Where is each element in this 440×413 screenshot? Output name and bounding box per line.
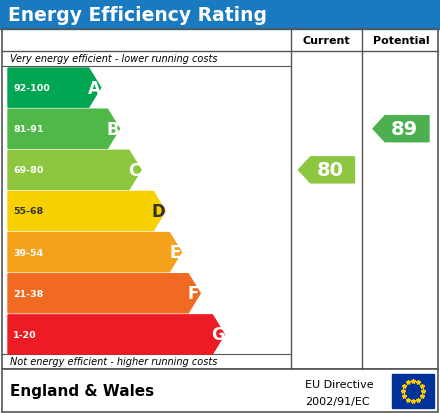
Text: 92-100: 92-100 <box>13 84 50 93</box>
Text: B: B <box>106 121 119 138</box>
Text: G: G <box>211 325 225 344</box>
Text: 55-68: 55-68 <box>13 207 43 216</box>
Text: 39-54: 39-54 <box>13 248 43 257</box>
Polygon shape <box>8 274 200 313</box>
Text: 1-20: 1-20 <box>13 330 37 339</box>
Text: Current: Current <box>303 36 350 46</box>
Polygon shape <box>8 110 120 149</box>
Text: C: C <box>128 161 140 179</box>
Bar <box>2 369 438 412</box>
Text: D: D <box>152 202 165 221</box>
Text: 81-91: 81-91 <box>13 125 44 134</box>
Text: 21-38: 21-38 <box>13 289 44 298</box>
Text: Very energy efficient - lower running costs: Very energy efficient - lower running co… <box>10 55 217 64</box>
Polygon shape <box>8 192 165 231</box>
Text: E: E <box>169 244 180 261</box>
Text: EU Directive: EU Directive <box>305 380 374 389</box>
Text: Potential: Potential <box>373 36 429 46</box>
Text: 2002/91/EC: 2002/91/EC <box>305 396 370 406</box>
Text: 69-80: 69-80 <box>13 166 44 175</box>
Polygon shape <box>298 157 355 183</box>
Polygon shape <box>8 69 101 108</box>
Polygon shape <box>8 315 224 354</box>
Polygon shape <box>373 116 429 142</box>
Bar <box>2 30 438 369</box>
Text: England & Wales: England & Wales <box>10 384 154 399</box>
Text: A: A <box>88 79 100 97</box>
Text: Not energy efficient - higher running costs: Not energy efficient - higher running co… <box>10 357 217 367</box>
Polygon shape <box>8 151 141 190</box>
Bar <box>392 374 434 408</box>
Text: 80: 80 <box>317 161 344 180</box>
Text: F: F <box>188 285 199 303</box>
Polygon shape <box>8 233 181 272</box>
Text: 89: 89 <box>391 120 418 139</box>
Bar <box>0 0 440 30</box>
Text: Energy Efficiency Rating: Energy Efficiency Rating <box>8 5 267 24</box>
